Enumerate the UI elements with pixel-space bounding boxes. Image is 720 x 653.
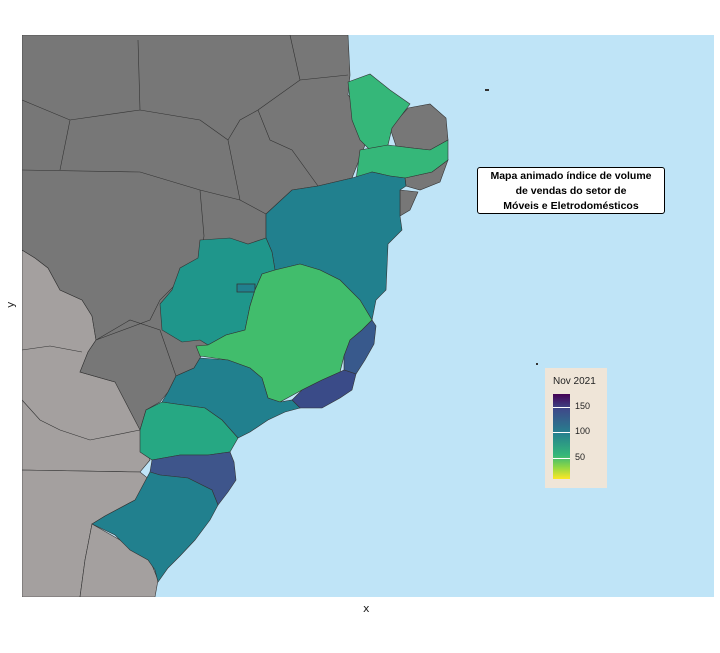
legend-colorbar [553, 394, 570, 479]
island [485, 89, 489, 91]
legend-tick-mark [553, 458, 570, 459]
x-axis-label: x [363, 602, 370, 615]
title-line-1: Mapa animado índice de volume [490, 170, 652, 182]
region-espirito-santo [343, 319, 377, 375]
neighbor-country-border [21, 345, 141, 441]
legend-tick-label: 100 [575, 426, 591, 436]
region-rio-grande-do-sul [91, 471, 219, 583]
panel-margin-left [0, 0, 22, 648]
island [536, 363, 538, 365]
legend-tick-mark [553, 432, 570, 433]
legend-tick-label: 150 [575, 401, 591, 411]
color-legend: Nov 2021 150 100 50 [545, 368, 607, 488]
y-axis-label: y [4, 301, 17, 308]
legend-tick-label: 50 [575, 452, 586, 462]
title-line-3: Móveis e Eletrodomésticos [503, 200, 639, 212]
panel-margin-bottom [0, 597, 720, 648]
region-distrito-federal [236, 283, 256, 293]
title-line-2: de vendas do setor de [515, 185, 627, 197]
panel-margin-right [714, 0, 720, 648]
legend-tick-mark [553, 407, 570, 408]
map-title-box: Mapa animado índice de volume de vendas … [477, 167, 665, 214]
panel-margin-top [0, 0, 720, 35]
legend-title: Nov 2021 [553, 376, 596, 387]
